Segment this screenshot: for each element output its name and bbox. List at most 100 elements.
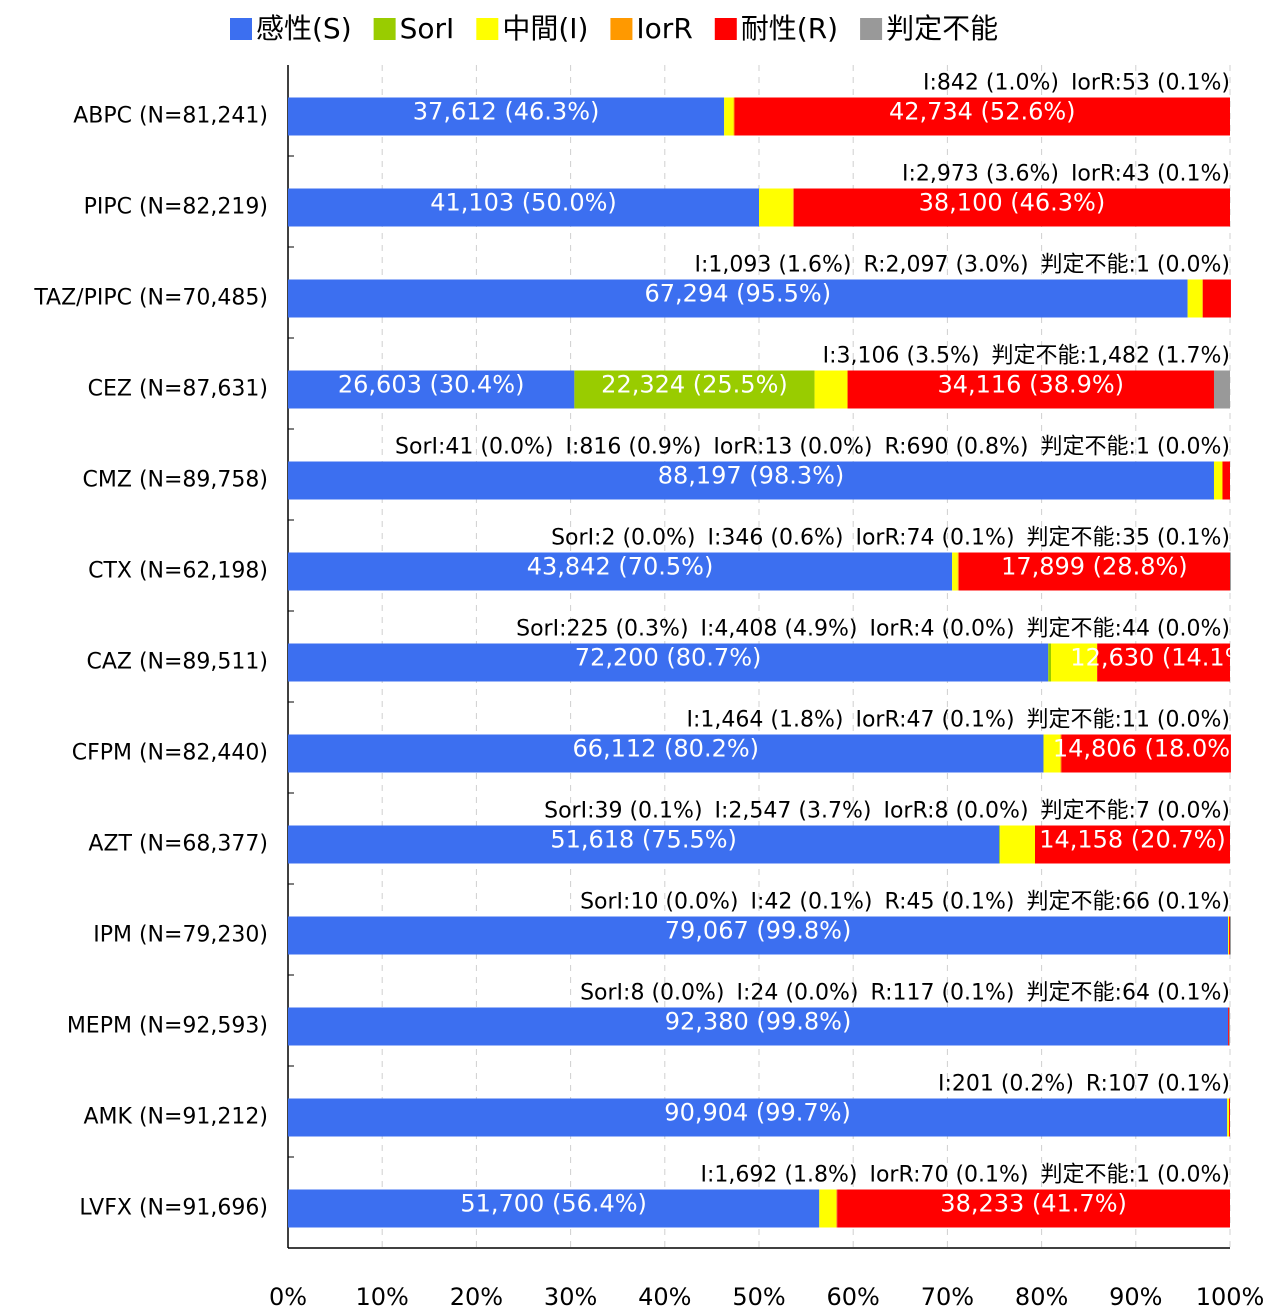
data-label: 38,100 (46.3%) [919, 189, 1106, 217]
annotation: SorI:225 (0.3%) [516, 617, 688, 642]
x-tick-label: 20% [450, 1283, 503, 1308]
annotation: I:4,408 (4.9%) [701, 617, 858, 642]
bar-segment [1229, 1007, 1230, 1046]
bar-segment [1097, 643, 1230, 682]
bar-segment [1000, 825, 1036, 864]
bar-segment [1228, 916, 1230, 955]
annotation: 判定不能:7 (0.0%) [1041, 799, 1230, 824]
bar-segment [724, 97, 734, 136]
annotation: IorR:53 (0.1%) [1071, 71, 1230, 96]
annotation: I:1,093 (1.6%) [695, 253, 852, 278]
bar-segment [1061, 734, 1231, 773]
bar-segment [1222, 461, 1230, 500]
y-tick-label: LVFX (N=91,696) [79, 1196, 268, 1221]
legend-label: 中間(I) [502, 12, 588, 45]
y-tick-label: CEZ (N=87,631) [88, 377, 268, 402]
annotation: 判定不能:1 (0.0%) [1041, 253, 1230, 278]
bar-segment [1229, 1098, 1230, 1137]
legend-label: 耐性(R) [741, 12, 838, 45]
bar-segment [288, 643, 1049, 682]
y-tick-label: TAZ/PIPC (N=70,485) [33, 286, 268, 311]
bar-segment [793, 188, 1230, 227]
annotation: 判定不能:66 (0.1%) [1027, 890, 1230, 915]
legend-swatch [714, 18, 737, 40]
annotation: I:42 (0.1%) [751, 890, 873, 915]
legend-swatch [230, 18, 252, 40]
y-tick-label: ABPC (N=81,241) [73, 104, 268, 129]
y-tick-label: AMK (N=91,212) [84, 1105, 269, 1130]
y-tick-label: IPM (N=79,230) [93, 923, 268, 948]
annotation: SorI:2 (0.0%) [551, 526, 695, 551]
data-label: 67,294 (95.5%) [645, 280, 832, 308]
bar-segment [847, 370, 1214, 409]
bar-segment [1060, 734, 1062, 773]
annotation: 判定不能:1,482 (1.7%) [992, 344, 1230, 369]
data-label: 72,200 (80.7%) [575, 644, 762, 672]
annotation: I:816 (0.9%) [565, 435, 701, 460]
bar-segment [288, 461, 1214, 500]
annotation: IorR:70 (0.1%) [869, 1163, 1028, 1188]
y-tick-label: MEPM (N=92,593) [67, 1014, 268, 1039]
annotation: I:2,547 (3.7%) [715, 799, 872, 824]
annotation: I:201 (0.2%) [938, 1072, 1074, 1097]
annotation: SorI:10 (0.0%) [580, 890, 738, 915]
annotation: IorR:43 (0.1%) [1071, 162, 1230, 187]
bar-segment [288, 1098, 1228, 1137]
data-label: 37,612 (46.3%) [413, 98, 600, 126]
bar-segment [836, 1189, 838, 1228]
annotation: I:1,692 (1.8%) [701, 1163, 858, 1188]
annotation: SorI:41 (0.0%) [395, 435, 553, 460]
annotation: IorR:8 (0.0%) [883, 799, 1028, 824]
x-tick-label: 0% [269, 1283, 307, 1308]
annotation: 判定不能:44 (0.0%) [1027, 617, 1230, 642]
bar-segment [288, 279, 1188, 318]
data-label: 41,103 (50.0%) [430, 189, 617, 217]
bar-segment [952, 552, 958, 591]
annotation: SorI:39 (0.1%) [544, 799, 702, 824]
bar-segment [733, 97, 735, 136]
bar-segment [1213, 461, 1223, 500]
legend-label: IorR [636, 12, 692, 45]
bar-segment [1229, 916, 1230, 955]
bar-segment [1227, 1098, 1230, 1137]
data-label: 22,324 (25.5%) [601, 371, 788, 399]
data-label: 14,806 (18.0%) [1053, 735, 1240, 763]
data-label: 14,158 (20.7%) [1039, 826, 1226, 854]
y-tick-label: CMZ (N=89,758) [83, 468, 268, 493]
annotation: IorR:4 (0.0%) [869, 617, 1014, 642]
x-tick-label: 50% [732, 1283, 785, 1308]
annotation: 判定不能:1 (0.0%) [1041, 435, 1230, 460]
annotation: I:1,464 (1.8%) [687, 708, 844, 733]
annotation: R:45 (0.1%) [884, 890, 1014, 915]
y-tick-label: CTX (N=62,198) [88, 559, 268, 584]
bar-segment [958, 552, 1230, 591]
data-label: 34,116 (38.9%) [937, 371, 1124, 399]
annotation: R:107 (0.1%) [1086, 1072, 1230, 1097]
data-label: 42,734 (52.6%) [889, 98, 1076, 126]
bar-segment [1187, 279, 1203, 318]
bar-segment [1048, 643, 1052, 682]
annotation: R:2,097 (3.0%) [863, 253, 1028, 278]
annotation: R:690 (0.8%) [884, 435, 1028, 460]
bar-segment [1230, 916, 1231, 955]
x-tick-label: 10% [356, 1283, 409, 1308]
annotation: I:346 (0.6%) [708, 526, 844, 551]
data-label: 88,197 (98.3%) [658, 462, 845, 490]
x-tick-label: 70% [921, 1283, 974, 1308]
bar-segment [288, 825, 1000, 864]
data-label: 38,233 (41.7%) [940, 1190, 1127, 1218]
x-tick-label: 40% [638, 1283, 691, 1308]
annotation: I:3,106 (3.5%) [823, 344, 980, 369]
bar-segment [288, 916, 1229, 955]
bar-segment [1202, 279, 1231, 318]
y-tick-label: PIPC (N=82,219) [84, 195, 268, 220]
data-label: 12,630 (14.1%) [1070, 644, 1257, 672]
annotation: I:24 (0.0%) [737, 981, 859, 1006]
y-tick-label: AZT (N=68,377) [88, 832, 268, 857]
data-label: 90,904 (99.7%) [664, 1099, 851, 1127]
bar-segment [288, 1189, 820, 1228]
data-label: 26,603 (30.4%) [338, 371, 525, 399]
bar-segment [288, 97, 725, 136]
bar-segment [288, 1007, 1229, 1046]
